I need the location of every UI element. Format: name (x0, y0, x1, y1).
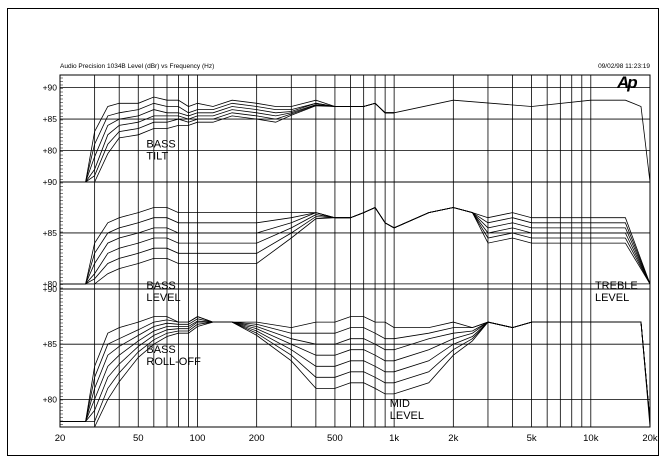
x-tick-label: 2k (448, 433, 458, 444)
x-tick-label: 10k (583, 433, 599, 444)
x-tick-label: 100 (190, 433, 206, 444)
y-tick-label: +90 (43, 284, 58, 294)
series-line (60, 321, 651, 422)
series-line (60, 316, 651, 422)
annotation-label: TILT (146, 150, 168, 162)
series-line (60, 206, 651, 285)
window-frame (7, 8, 659, 456)
y-tick-label: +80 (43, 394, 58, 404)
x-tick-label: 50 (133, 433, 144, 444)
plot-border (59, 74, 651, 428)
series-line (60, 320, 651, 422)
annotation-label: BASS (146, 280, 175, 292)
x-tick-label: 500 (327, 433, 343, 444)
grid (59, 75, 651, 427)
x-tick-label: 20k (642, 433, 658, 444)
annotation-label: LEVEL (146, 292, 180, 304)
annotation-label: LEVEL (390, 410, 424, 422)
y-tick-label: +85 (43, 114, 58, 124)
series-line (60, 321, 651, 428)
series-line (60, 96, 651, 183)
x-tick-label: 200 (249, 433, 265, 444)
series-line (60, 206, 651, 285)
series-line (60, 206, 651, 285)
annotation-label: LEVEL (595, 292, 629, 304)
y-tick-label: +85 (43, 228, 58, 238)
x-tick-label: 5k (527, 433, 537, 444)
x-tick-label: 20 (55, 433, 66, 444)
annotation-label: TREBLE (595, 280, 638, 292)
y-tick-label: +90 (43, 83, 58, 93)
series-line (60, 102, 395, 183)
header-timestamp: 09/02/98 11:23:19 (598, 63, 650, 70)
series-line (60, 206, 651, 285)
x-tick-label: 1k (389, 433, 399, 444)
series-line (60, 102, 395, 183)
annotation-label: BASS (146, 138, 175, 150)
series-line (60, 316, 651, 422)
annotation-label: BASS (146, 344, 175, 356)
y-tick-label: +85 (43, 339, 58, 349)
series-group (60, 96, 651, 428)
annotation-label: MID (390, 398, 410, 410)
annotation-label: ROLL-OFF (146, 356, 201, 368)
header-title: Audio Precision 1034B Level (dBr) vs Fre… (60, 63, 215, 70)
y-tick-label: +90 (43, 177, 58, 187)
series-line (60, 206, 651, 285)
y-tick-label: +80 (43, 146, 58, 156)
series-line (60, 206, 651, 285)
y-tick-label: +80 (43, 279, 58, 289)
